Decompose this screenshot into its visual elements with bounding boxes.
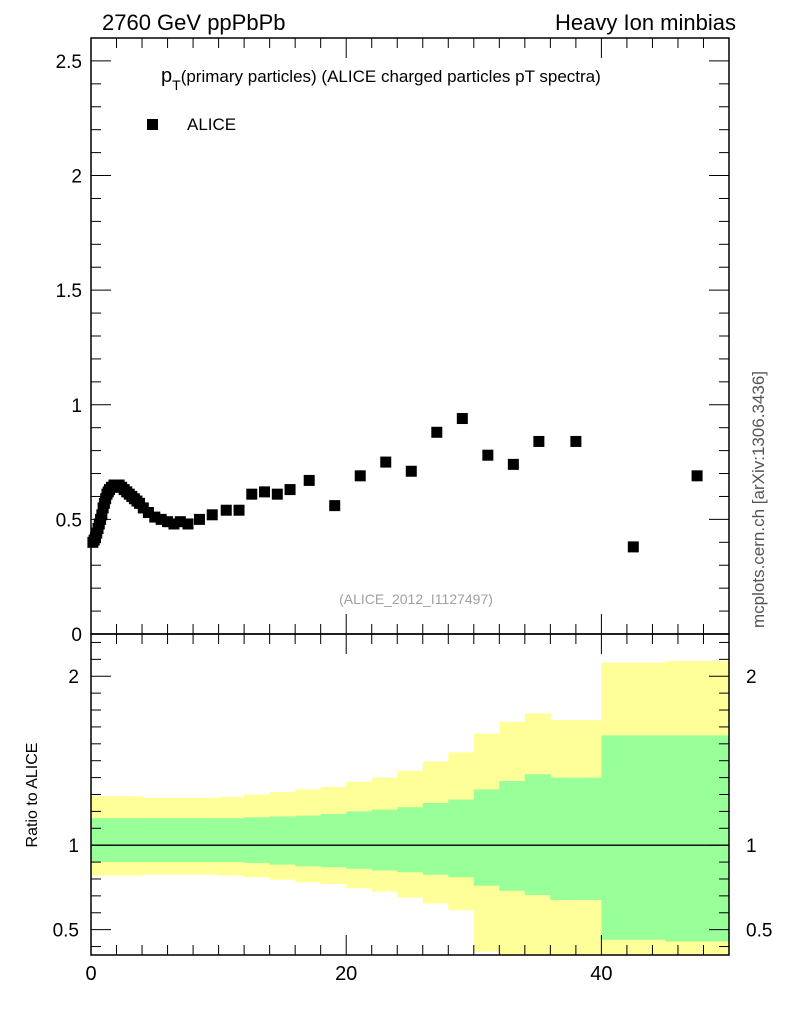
ratio-y-tick-label-right: 2 (746, 667, 757, 688)
data-point (220, 504, 232, 516)
x-tick-label: 0 (85, 963, 96, 985)
data-point (259, 486, 271, 498)
data-point (271, 488, 283, 500)
stat-band-bin (91, 818, 118, 863)
ratio-y-tick-label: 1 (68, 836, 79, 857)
data-point (533, 435, 545, 447)
stat-band-bin (550, 777, 602, 901)
ratio-plot-frame (90, 633, 730, 956)
y-tick-label: 2.5 (56, 52, 82, 73)
ratio-y-tick-label: 0.5 (53, 921, 79, 942)
y-tick-label: 1.5 (56, 281, 82, 302)
stat-band-bin (665, 735, 730, 942)
data-point (380, 456, 392, 468)
ratio-bands (91, 661, 730, 955)
stat-band-bin (422, 802, 449, 875)
main-title-sub: T (172, 77, 181, 93)
data-point (182, 518, 194, 530)
data-point (162, 516, 174, 528)
main-title-p: p (161, 65, 172, 87)
data-point (456, 413, 468, 425)
stat-band-bin (601, 735, 666, 940)
legend-label: ALICE (187, 115, 236, 134)
stat-band-bin (473, 789, 500, 886)
data-point (405, 465, 417, 477)
y-tick-label: 1 (71, 396, 82, 417)
data-point (155, 513, 167, 525)
data-point (507, 458, 519, 470)
stat-band-bin (448, 799, 475, 878)
stat-band-bin (295, 815, 322, 867)
x-tick-label: 40 (590, 963, 612, 985)
data-point (149, 511, 161, 523)
data-point (284, 484, 296, 496)
main-panel: 0.5 1 1.5 2 2.5 pT(primary particles) (ALICE… (56, 37, 730, 646)
legend-marker (147, 119, 158, 130)
stat-band-bin (346, 811, 373, 869)
main-axis-ticks (90, 38, 730, 634)
stat-band-bin (397, 807, 424, 873)
data-point (168, 518, 180, 530)
y-tick-label: 2 (71, 167, 82, 188)
ratio-y-tick-label-right: 1 (746, 836, 757, 857)
stat-band-bin (269, 816, 296, 865)
data-point (206, 509, 218, 521)
data-point (233, 504, 245, 516)
data-point (691, 470, 703, 482)
ratio-y-tick-label-right: 0.5 (746, 921, 772, 942)
data-point (570, 435, 582, 447)
stat-band-bin (218, 818, 245, 863)
ratio-y-axis-label: Ratio to ALICE (24, 743, 41, 848)
stat-band-bin (116, 818, 143, 863)
data-point (482, 449, 494, 461)
stat-band-bin (320, 813, 347, 868)
analysis-label: (ALICE_2012_I1127497) (339, 591, 493, 607)
main-y-tick-label-zero: 0 (71, 625, 82, 646)
data-point (142, 507, 154, 519)
data-point (354, 470, 366, 482)
stat-band-bin (371, 809, 398, 871)
stat-band-bin (193, 818, 220, 863)
ratio-y-tick-label: 2 (68, 667, 79, 688)
y-tick-label: 0.5 (56, 510, 82, 531)
stat-band-bin (142, 818, 169, 863)
stat-band-bin (524, 774, 551, 896)
stat-band-bin (167, 818, 194, 863)
header-right: Heavy Ion minbias (555, 10, 736, 35)
stat-band-bin (244, 817, 271, 863)
data-point (193, 513, 205, 525)
data-point (431, 426, 443, 438)
data-point (174, 516, 186, 528)
ratio-panel: 0.5 0.51 12 20 20 40 Ratio to ALICE (24, 633, 773, 985)
ratio-tick-labels: 0.5 0.51 12 20 20 40 (53, 667, 773, 985)
data-point (627, 541, 639, 553)
data-point (329, 500, 341, 512)
data-point (246, 488, 258, 500)
side-label: mcplots.cern.ch [arXiv:1306.3436] (749, 371, 768, 628)
main-y-tick-labels: 0.5 1 1.5 2 2.5 (56, 52, 82, 531)
data-point (96, 509, 108, 521)
main-title-rest: (primary particles) (ALICE charged parti… (181, 67, 601, 86)
data-point (303, 474, 315, 486)
main-title: pT(primary particles) (ALICE charged par… (161, 65, 601, 93)
header-left: 2760 GeV ppPbPb (102, 10, 285, 35)
stat-band-bin (499, 780, 526, 891)
main-data-points (87, 413, 703, 553)
x-tick-label: 20 (335, 963, 357, 985)
